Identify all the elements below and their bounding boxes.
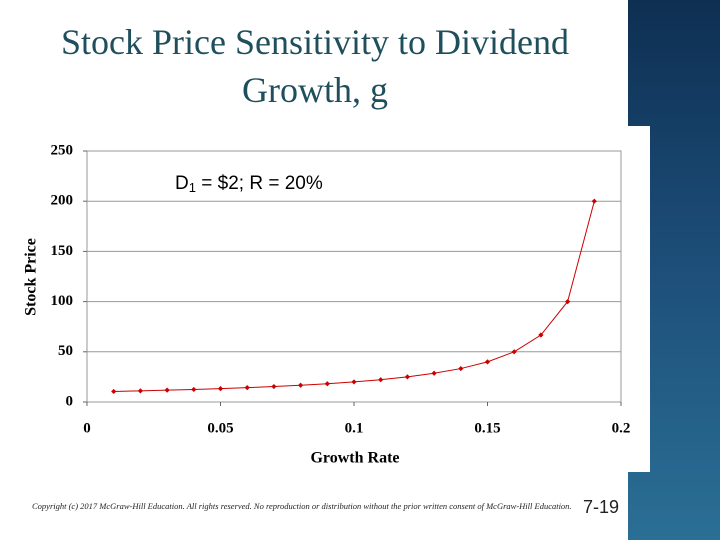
x-axis-label: Growth Rate — [310, 450, 399, 467]
data-point — [404, 374, 410, 380]
data-point — [351, 379, 357, 385]
data-point — [511, 349, 517, 355]
footer: Copyright (c) 2017 McGraw-Hill Education… — [32, 501, 572, 511]
y-tick-label: 100 — [51, 293, 74, 309]
x-tick-label: 0 — [83, 420, 91, 436]
x-tick-label: 0.05 — [207, 420, 233, 436]
data-point — [217, 386, 224, 392]
plot-area — [86, 150, 622, 403]
annotation-text: D — [175, 173, 189, 194]
data-point — [191, 386, 197, 393]
data-point — [484, 359, 491, 365]
x-tick-label: 0.1 — [345, 420, 364, 436]
y-tick-label: 200 — [51, 193, 74, 209]
y-tick-label: 250 — [51, 142, 74, 158]
y-axis-label: Stock Price — [23, 238, 40, 316]
data-point — [431, 370, 437, 376]
x-tick-label: 0.15 — [474, 420, 500, 436]
data-point — [271, 383, 277, 390]
chart-background — [18, 126, 650, 472]
annotation-text: = $2; R = 20% — [196, 173, 323, 194]
series-line — [113, 201, 595, 392]
data-point — [244, 385, 250, 391]
data-point — [164, 387, 170, 393]
annotation: D1 = $2; R = 20% — [175, 173, 323, 195]
data-point — [111, 388, 117, 395]
y-tick-label: 0 — [66, 393, 74, 409]
data-point — [137, 388, 143, 394]
data-point — [298, 382, 304, 388]
slide-number: 7-19 — [583, 497, 620, 517]
data-point — [324, 381, 330, 387]
slide-title: Stock Price Sensitivity to Dividend Grow… — [61, 22, 569, 110]
data-point — [565, 299, 571, 305]
data-point — [538, 332, 544, 338]
data-point — [591, 198, 597, 204]
data-point — [378, 377, 384, 383]
y-tick-label: 150 — [51, 243, 74, 259]
y-tick-label: 50 — [58, 343, 73, 359]
x-tick-label: 0.2 — [612, 420, 631, 436]
annotation-subscript: 1 — [189, 180, 196, 195]
data-point — [458, 365, 464, 372]
